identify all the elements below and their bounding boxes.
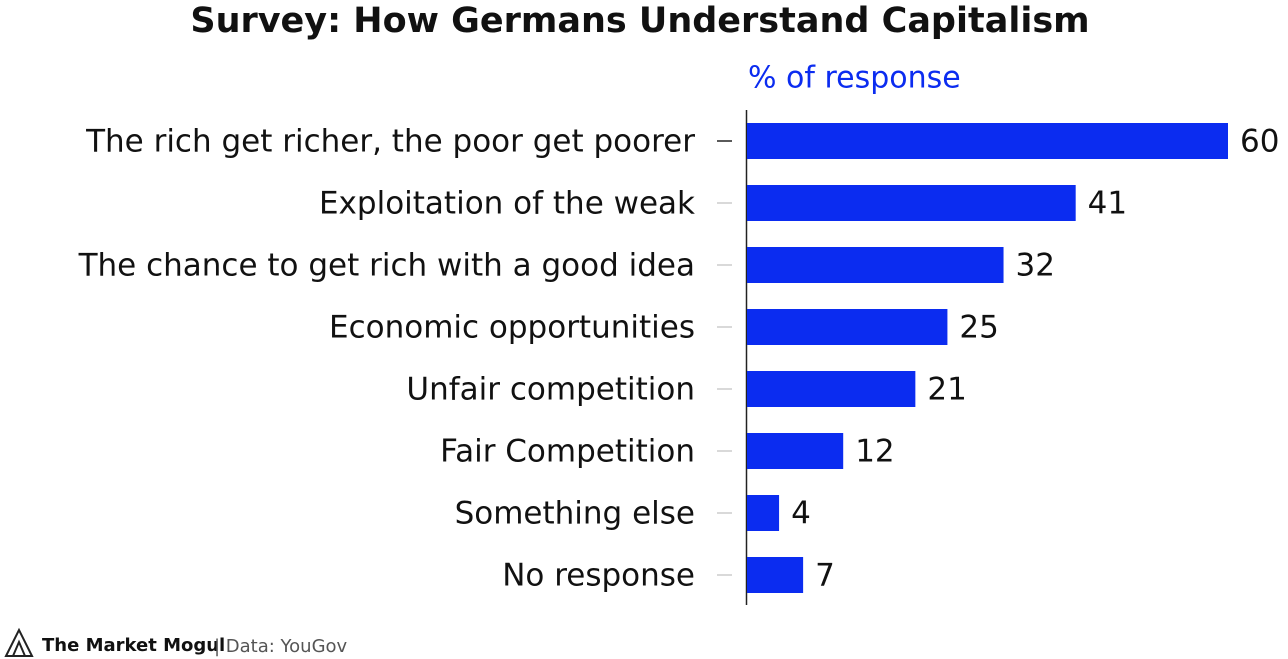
chart-title: Survey: How Germans Understand Capitalis… (190, 1, 1089, 41)
bar (747, 185, 1076, 221)
category-label: Exploitation of the weak (319, 186, 695, 222)
value-label: 32 (1016, 248, 1055, 284)
category-label: Fair Competition (440, 434, 695, 470)
category-label: The rich get richer, the poor get poorer (85, 124, 695, 160)
bar (747, 433, 844, 469)
logo (4, 627, 34, 657)
bar (747, 309, 948, 345)
axis-label: % of response (748, 61, 961, 96)
bar (747, 557, 804, 593)
value-label: 41 (1088, 186, 1127, 222)
source: | Data: YouGov (214, 636, 348, 657)
bar (747, 495, 780, 531)
category-label: Unfair competition (406, 372, 695, 408)
value-label: 7 (815, 558, 835, 594)
brand: The Market Mogul (42, 635, 225, 656)
bar (747, 123, 1228, 159)
bar (747, 371, 916, 407)
category-label: The chance to get rich with a good idea (78, 248, 695, 284)
category-label: Economic opportunities (329, 310, 695, 346)
value-label: 60 (1240, 124, 1279, 160)
value-label: 12 (855, 434, 894, 470)
category-label: Something else (455, 496, 695, 532)
category-label: No response (502, 558, 695, 594)
value-label: 25 (959, 310, 998, 346)
bar (747, 247, 1004, 283)
value-label: 21 (927, 372, 966, 408)
value-label: 4 (791, 496, 811, 532)
